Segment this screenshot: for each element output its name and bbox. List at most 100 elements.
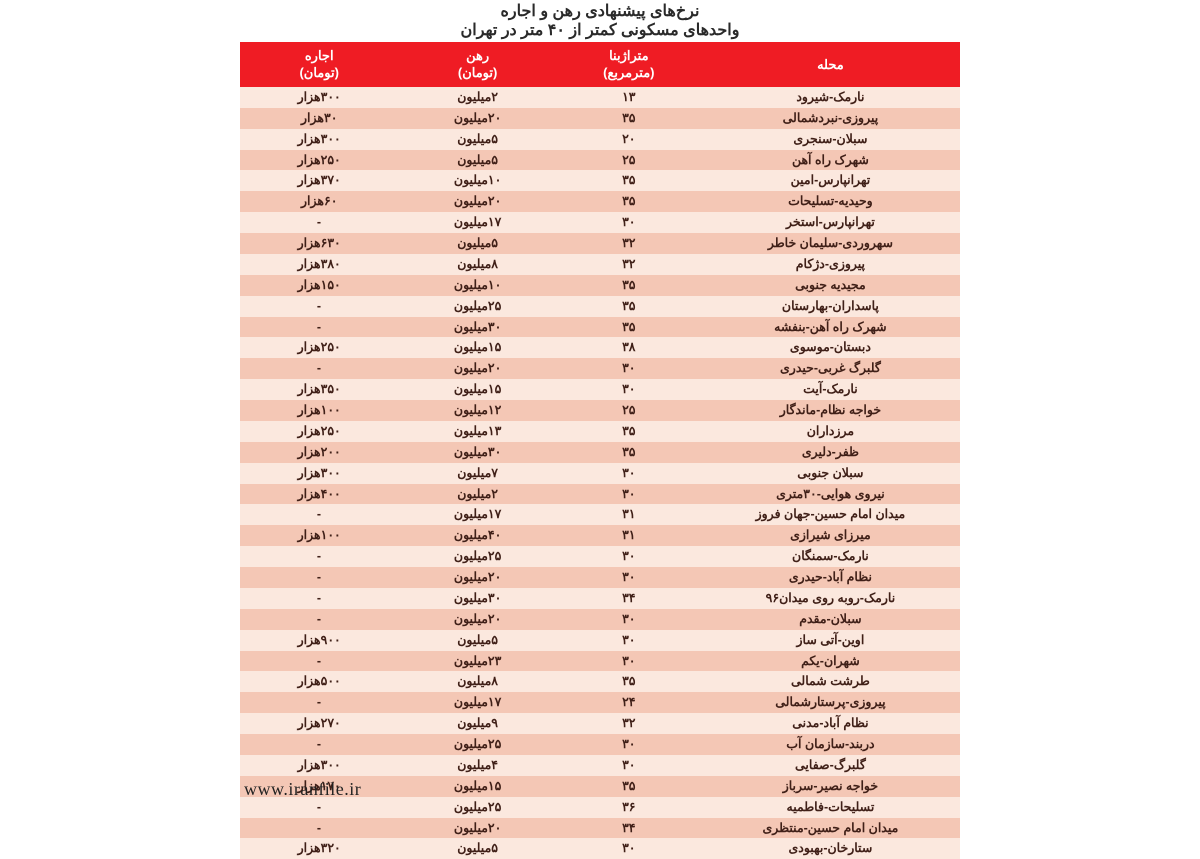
cell-area: ۳۵ [557, 442, 701, 463]
cell-deposit: ۲۰میلیون [398, 191, 556, 212]
cell-neighborhood: تهرانپارس-امین [701, 170, 960, 191]
cell-neighborhood: تهرانپارس-استخر [701, 212, 960, 233]
cell-rent: - [240, 734, 398, 755]
cell-deposit: ۲۵میلیون [398, 546, 556, 567]
page-title-block: نرخ‌های پیشنهادی رهن و اجاره واحدهای مسک… [240, 0, 960, 42]
cell-deposit: ۳۰میلیون [398, 442, 556, 463]
cell-rent: ۳۵۰هزار [240, 379, 398, 400]
cell-rent: ۱۰۰هزار [240, 400, 398, 421]
table-row: میدان امام حسین-منتظری۳۴۲۰میلیون- [240, 818, 960, 839]
table-row: دبستان-موسوی۳۸۱۵میلیون۲۵۰هزار [240, 337, 960, 358]
table-row: نارمک-روبه روی میدان۹۶۳۴۳۰میلیون- [240, 588, 960, 609]
cell-area: ۳۴ [557, 818, 701, 839]
table-row: پاسداران-بهارستان۳۵۲۵میلیون- [240, 296, 960, 317]
cell-rent: ۳۸۰هزار [240, 254, 398, 275]
cell-neighborhood: شهرک راه آهن [701, 150, 960, 171]
table-row: گلبرگ-صفایی۳۰۴میلیون۳۰۰هزار [240, 755, 960, 776]
cell-neighborhood: سبلان-مقدم [701, 609, 960, 630]
table-row: شهرک راه آهن۲۵۵میلیون۲۵۰هزار [240, 150, 960, 171]
cell-neighborhood: ظفر-دلیری [701, 442, 960, 463]
cell-area: ۱۳ [557, 87, 701, 108]
cell-rent: - [240, 296, 398, 317]
cell-deposit: ۱۲میلیون [398, 400, 556, 421]
cell-neighborhood: پیروزی-نبردشمالی [701, 108, 960, 129]
cell-area: ۳۰ [557, 379, 701, 400]
cell-rent: - [240, 651, 398, 672]
cell-deposit: ۵میلیون [398, 150, 556, 171]
cell-rent: - [240, 609, 398, 630]
table-row: نارمک-سمنگان۳۰۲۵میلیون- [240, 546, 960, 567]
price-table-page: نرخ‌های پیشنهادی رهن و اجاره واحدهای مسک… [240, 0, 960, 800]
cell-neighborhood: گلبرگ-صفایی [701, 755, 960, 776]
cell-neighborhood: پاسداران-بهارستان [701, 296, 960, 317]
cell-neighborhood: مرزداران [701, 421, 960, 442]
cell-area: ۳۰ [557, 546, 701, 567]
table-row: شهرک راه آهن-بنفشه۳۵۳۰میلیون- [240, 317, 960, 338]
cell-deposit: ۵میلیون [398, 630, 556, 651]
table-row: مجیدیه جنوبی۳۵۱۰میلیون۱۵۰هزار [240, 275, 960, 296]
cell-deposit: ۵میلیون [398, 129, 556, 150]
cell-rent: ۹۰۰هزار [240, 630, 398, 651]
cell-area: ۳۵ [557, 108, 701, 129]
cell-neighborhood: طرشت شمالی [701, 671, 960, 692]
table-row: ستارخان-بهبودی۳۰۵میلیون۳۲۰هزار [240, 838, 960, 859]
cell-neighborhood: سهروردی-سلیمان خاطر [701, 233, 960, 254]
cell-area: ۳۰ [557, 567, 701, 588]
cell-neighborhood: پیروزی-دژکام [701, 254, 960, 275]
cell-rent: ۳۷۰هزار [240, 170, 398, 191]
cell-deposit: ۲۵میلیون [398, 734, 556, 755]
cell-deposit: ۱۷میلیون [398, 692, 556, 713]
table-row: شهران-یکم۳۰۲۳میلیون- [240, 651, 960, 672]
cell-rent: ۳۰۰هزار [240, 463, 398, 484]
cell-rent: ۲۰۰هزار [240, 442, 398, 463]
cell-deposit: ۸میلیون [398, 254, 556, 275]
cell-rent: ۳۰هزار [240, 108, 398, 129]
cell-rent: ۶۰هزار [240, 191, 398, 212]
cell-neighborhood: نظام آباد-حیدری [701, 567, 960, 588]
cell-rent: ۲۵۰هزار [240, 421, 398, 442]
cell-deposit: ۴میلیون [398, 755, 556, 776]
cell-area: ۳۵ [557, 421, 701, 442]
cell-rent: - [240, 358, 398, 379]
cell-area: ۳۲ [557, 254, 701, 275]
col-header-area: متراژبنا(مترمربع) [557, 42, 701, 87]
cell-area: ۳۲ [557, 713, 701, 734]
cell-neighborhood: میرزای شیرازی [701, 525, 960, 546]
cell-area: ۳۵ [557, 776, 701, 797]
table-row: نظام آباد-حیدری۳۰۲۰میلیون- [240, 567, 960, 588]
cell-rent: ۳۰۰هزار [240, 129, 398, 150]
cell-area: ۳۰ [557, 630, 701, 651]
table-row: نارمک-آیت۳۰۱۵میلیون۳۵۰هزار [240, 379, 960, 400]
page-title-line1: نرخ‌های پیشنهادی رهن و اجاره [240, 2, 960, 21]
cell-neighborhood: دبستان-موسوی [701, 337, 960, 358]
page-title-line2: واحدهای مسکونی کمتر از ۴۰ متر در تهران [240, 21, 960, 40]
cell-area: ۳۵ [557, 671, 701, 692]
table-row: دربند-سازمان آب۳۰۲۵میلیون- [240, 734, 960, 755]
cell-deposit: ۱۰میلیون [398, 275, 556, 296]
cell-rent: - [240, 212, 398, 233]
cell-area: ۳۰ [557, 755, 701, 776]
cell-rent: - [240, 567, 398, 588]
cell-area: ۳۵ [557, 317, 701, 338]
cell-neighborhood: سبلان-سنجری [701, 129, 960, 150]
cell-area: ۲۴ [557, 692, 701, 713]
table-row: سهروردی-سلیمان خاطر۳۲۵میلیون۶۳۰هزار [240, 233, 960, 254]
cell-deposit: ۲میلیون [398, 484, 556, 505]
cell-neighborhood: نارمک-روبه روی میدان۹۶ [701, 588, 960, 609]
cell-area: ۳۰ [557, 734, 701, 755]
cell-neighborhood: مجیدیه جنوبی [701, 275, 960, 296]
cell-deposit: ۲۵میلیون [398, 296, 556, 317]
cell-neighborhood: خواجه نظام-ماندگار [701, 400, 960, 421]
cell-neighborhood: دربند-سازمان آب [701, 734, 960, 755]
table-row: سبلان-سنجری۲۰۵میلیون۳۰۰هزار [240, 129, 960, 150]
cell-area: ۲۰ [557, 129, 701, 150]
cell-deposit: ۱۵میلیون [398, 337, 556, 358]
cell-neighborhood: وحیدیه-تسلیحات [701, 191, 960, 212]
cell-area: ۳۵ [557, 296, 701, 317]
cell-rent: ۲۷۰هزار [240, 713, 398, 734]
cell-rent: ۳۰۰هزار [240, 87, 398, 108]
cell-deposit: ۲۰میلیون [398, 358, 556, 379]
cell-rent: ۶۳۰هزار [240, 233, 398, 254]
table-row: میرزای شیرازی۳۱۴۰میلیون۱۰۰هزار [240, 525, 960, 546]
cell-rent: - [240, 317, 398, 338]
